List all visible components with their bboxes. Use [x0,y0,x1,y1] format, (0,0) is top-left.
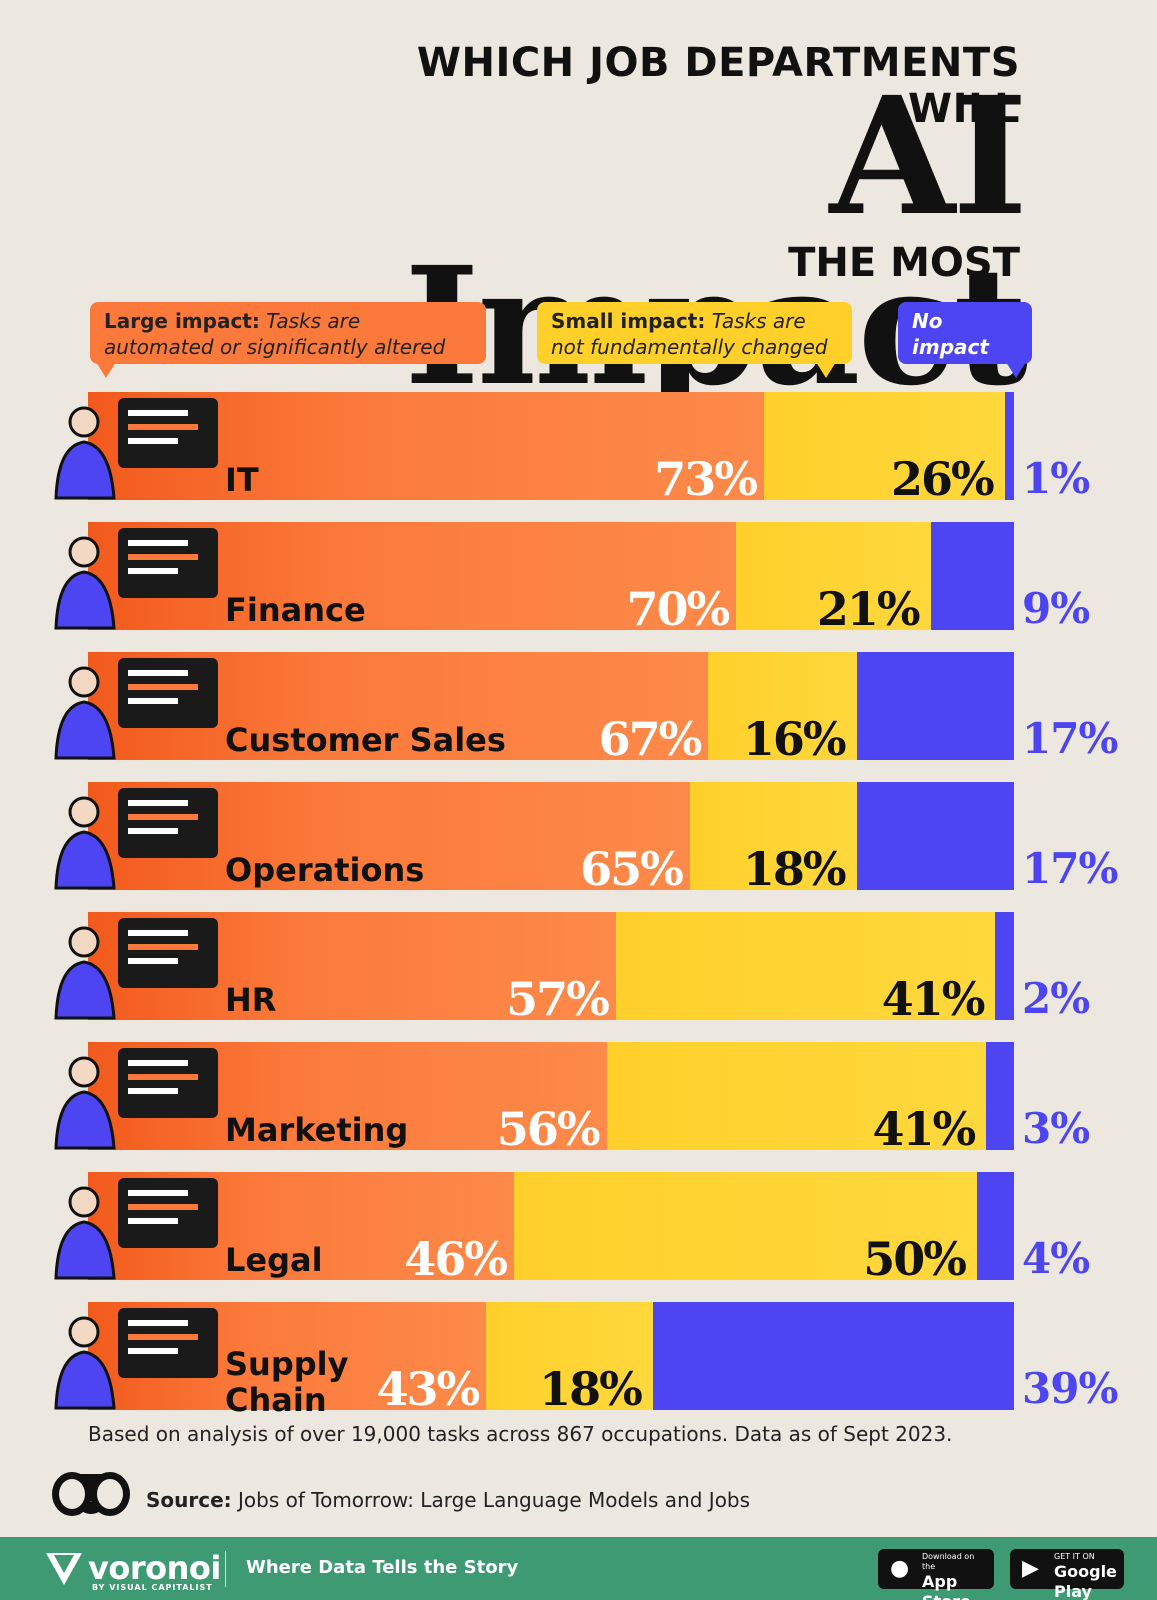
data-label-small: 41% [881,972,986,1026]
footnote: Based on analysis of over 19,000 tasks a… [88,1422,953,1446]
legend-small-text: Tasks are not fundamentally changed [551,309,828,359]
scales-document-icon [54,1178,218,1280]
bar-no-impact [995,912,1014,1020]
data-label-large: 46% [404,1232,508,1286]
bar-small-impact [513,1172,977,1280]
data-label-small: 50% [863,1232,967,1286]
data-label-large: 73% [654,452,758,506]
data-label-none: 9% [1022,584,1090,633]
title-top: WHICH JOB DEPARTMENTS WILL [416,40,1020,132]
bar-small-impact [486,1302,653,1410]
category-label: Finance [225,591,366,629]
bar-small-impact [606,1042,987,1150]
gplay-small-text: GET IT ON [1054,1552,1095,1561]
binoculars-icon [52,1472,130,1516]
bar-row: Supply Chain 43% 18% 39% [0,1302,1157,1418]
footer-divider [225,1551,226,1587]
bar-no-impact [986,1042,1014,1150]
data-label-none: 4% [1022,1234,1090,1283]
bar-row: Customer Sales 67% 16% 17% [0,652,1157,764]
data-label-small: 21% [816,582,921,636]
category-label: Customer Sales [225,721,506,759]
data-label-large: 65% [580,842,684,896]
bar-row: HR 57% 41% 2% [0,912,1157,1024]
legend-large-bold: Large impact: [104,309,260,333]
apple-icon: ● [890,1556,910,1581]
title-bottom: THE MOST [788,240,1020,286]
appstore-small-text: Download on the [922,1552,975,1571]
legend-no-impact: No impact [898,302,1032,378]
bar-no-impact [856,652,1014,760]
legend-small-bold: Small impact: [551,309,706,333]
data-label-none: 2% [1022,974,1090,1023]
bar-small-impact [763,392,1005,500]
app-store-badge[interactable]: ● Download on the App Store [878,1549,994,1600]
bar-row: Marketing 56% 41% 3% [0,1042,1157,1154]
bar-row: Legal 46% 50% 4% [0,1172,1157,1284]
bar-small-impact [708,652,857,760]
bar-row: Finance 70% 21% 9% [0,522,1157,634]
category-label-line1: Supply [225,1345,349,1383]
tagline: Where Data Tells the Story [246,1557,519,1578]
data-label-large: 57% [506,972,610,1026]
legend-large-impact: Large impact: Tasks are automated or sig… [90,302,486,378]
category-label: Legal [225,1241,323,1279]
data-label-none: 1% [1022,454,1090,503]
brand-name: voronoi [88,1549,221,1587]
gplay-big-text: Google Play [1054,1562,1117,1600]
bar-row: Operations 65% 18% 17% [0,782,1157,894]
legend-small-impact: Small impact: Tasks are not fundamentall… [537,302,852,378]
category-label: Marketing [225,1111,409,1149]
data-label-none: 3% [1022,1104,1090,1153]
data-label-small: 41% [872,1102,976,1156]
bar-row: IT 73% 26% 1% [0,392,1157,504]
bar-small-impact [736,522,931,630]
voronoi-logo-icon [46,1553,82,1585]
data-label-small: 16% [742,712,847,766]
data-label-none: 17% [1022,844,1118,893]
data-label-large: 43% [376,1362,480,1416]
source-label: Source: [146,1488,232,1512]
category-label-line2: Chain [225,1381,327,1419]
legend-large-text: Tasks are automated or significantly alt… [104,309,446,359]
bar-small-impact [615,912,996,1020]
video-interview-icon [54,918,218,1020]
package-delivery-icon [54,658,218,760]
data-label-large: 67% [598,712,703,766]
bar-no-impact [930,522,1014,630]
legend-none-text: No impact [912,309,989,359]
brand-subtitle: BY VISUAL CAPITALIST [92,1583,213,1592]
bar-no-impact [1004,392,1014,500]
data-label-small: 26% [891,452,995,506]
data-label-none: 17% [1022,714,1118,763]
category-label: HR [225,981,277,1019]
data-label-large: 70% [626,582,730,636]
data-label-large: 56% [496,1102,601,1156]
appstore-big-text: App Store [922,1572,971,1600]
route-box-icon [54,1308,218,1410]
data-label-small: 18% [742,842,847,896]
calendar-planner-icon [54,788,218,890]
category-label: IT [225,461,259,499]
bar-no-impact [856,782,1014,890]
bar-no-impact [976,1172,1014,1280]
source-text: Jobs of Tomorrow: Large Language Models … [231,1488,751,1512]
data-label-none: 39% [1022,1364,1118,1413]
footer-bar: voronoi BY VISUAL CAPITALIST Where Data … [0,1537,1157,1600]
bar-small-impact [689,782,857,890]
source-line: Source: Jobs of Tomorrow: Large Language… [146,1488,750,1512]
web-marketing-icon [54,1048,218,1150]
category-label: Operations [225,851,425,889]
category-label: Supply Chain [225,1346,348,1418]
google-play-badge[interactable]: ▶ GET IT ON Google Play [1010,1549,1124,1600]
coin-calculator-icon [54,528,218,630]
bar-no-impact [652,1302,1014,1410]
developer-icon [54,398,218,500]
play-triangle-icon: ▶ [1022,1556,1039,1581]
data-label-small: 18% [539,1362,643,1416]
